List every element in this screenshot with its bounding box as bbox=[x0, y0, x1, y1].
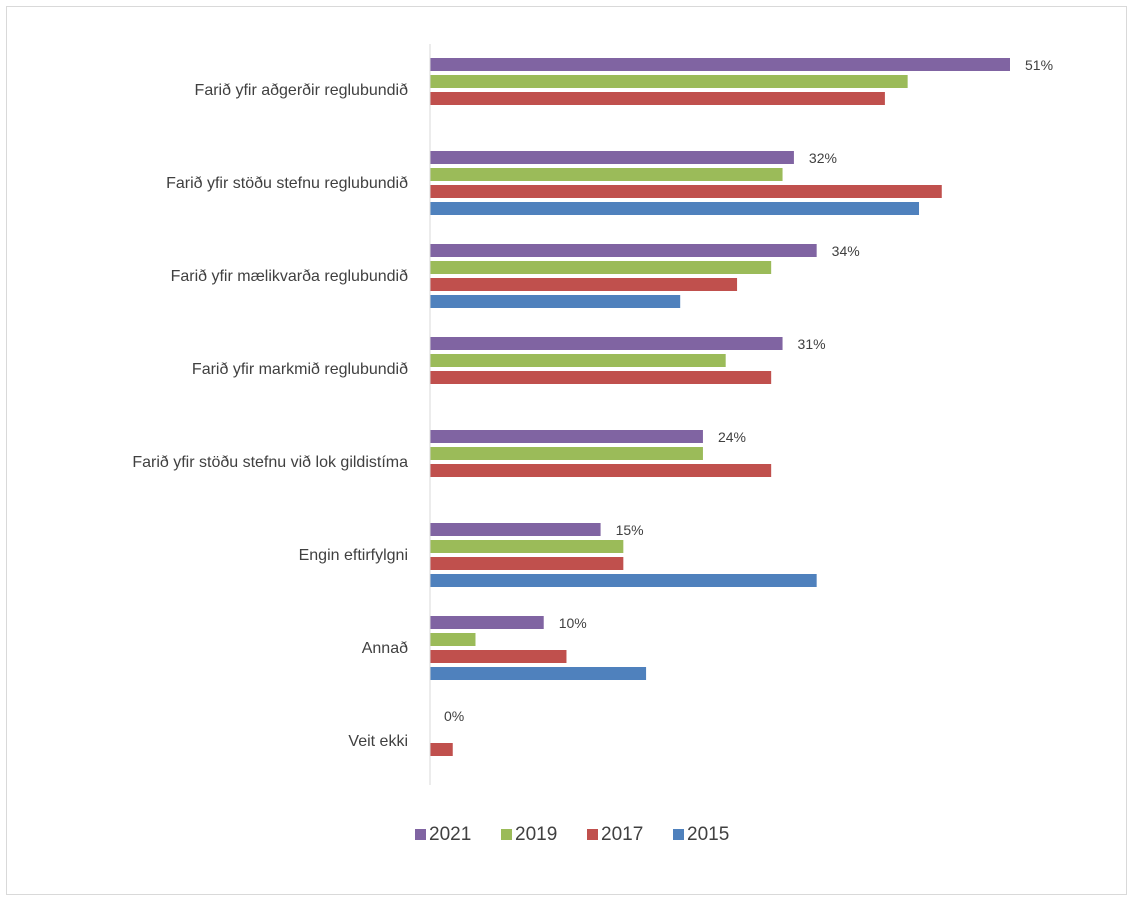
category-label-farid-yfir-stodu-stefnu-vid-lok-gildistima: Farið yfir stöðu stefnu við lok gildistí… bbox=[132, 454, 408, 471]
bar-2021-farid-yfir-adgerdir-reglubundid bbox=[430, 58, 1010, 71]
bar-2017-engin-eftirfylgni bbox=[430, 557, 624, 570]
bar-2021-farid-yfir-stodu-stefnu-vid-lok-gildistima bbox=[430, 430, 703, 443]
legend-swatch-2015 bbox=[673, 829, 684, 840]
bar-2019-engin-eftirfylgni bbox=[430, 540, 624, 553]
bar-2019-farid-yfir-markmid-reglubundid bbox=[430, 354, 726, 367]
bar-2017-farid-yfir-adgerdir-reglubundid bbox=[430, 92, 885, 105]
bar-2017-farid-yfir-stodu-stefnu-reglubundid bbox=[430, 185, 942, 198]
bar-2015-farid-yfir-maelikvarda-reglubundid bbox=[430, 295, 681, 308]
bar-2021-annad bbox=[430, 616, 544, 629]
bar-2019-farid-yfir-adgerdir-reglubundid bbox=[430, 75, 908, 88]
data-label-2021-veit-ekki: 0% bbox=[444, 708, 464, 724]
bar-2019-farid-yfir-stodu-stefnu-reglubundid bbox=[430, 168, 783, 181]
legend-label-2017: 2017 bbox=[601, 824, 643, 845]
legend-swatch-2017 bbox=[587, 829, 598, 840]
bar-2015-farid-yfir-stodu-stefnu-reglubundid bbox=[430, 202, 920, 215]
category-label-veit-ekki: Veit ekki bbox=[348, 733, 408, 750]
legend: 2021 2019 2017 2015 bbox=[415, 824, 729, 845]
data-label-2021-farid-yfir-markmid-reglubundid: 31% bbox=[798, 336, 826, 352]
legend-label-2015: 2015 bbox=[687, 824, 729, 845]
bar-2021-engin-eftirfylgni bbox=[430, 523, 601, 536]
bar-2015-annad bbox=[430, 667, 647, 680]
bar-2021-farid-yfir-maelikvarda-reglubundid bbox=[430, 244, 817, 257]
legend-label-2021: 2021 bbox=[429, 824, 471, 845]
bar-2015-engin-eftirfylgni bbox=[430, 574, 817, 587]
category-label-farid-yfir-markmid-reglubundid: Farið yfir markmið reglubundið bbox=[192, 361, 408, 378]
legend-swatch-2021 bbox=[415, 829, 426, 840]
data-label-2021-annad: 10% bbox=[559, 615, 587, 631]
bar-2021-farid-yfir-stodu-stefnu-reglubundid bbox=[430, 151, 794, 164]
bar-2019-farid-yfir-maelikvarda-reglubundid bbox=[430, 261, 772, 274]
data-label-2021-farid-yfir-adgerdir-reglubundid: 51% bbox=[1025, 57, 1053, 73]
bar-2017-farid-yfir-maelikvarda-reglubundid bbox=[430, 278, 738, 291]
bar-2017-farid-yfir-stodu-stefnu-vid-lok-gildistima bbox=[430, 464, 772, 477]
category-label-farid-yfir-maelikvarda-reglubundid: Farið yfir mælikvarða reglubundið bbox=[171, 268, 409, 285]
category-label-farid-yfir-stodu-stefnu-reglubundid: Farið yfir stöðu stefnu reglubundið bbox=[166, 175, 408, 192]
data-label-2021-engin-eftirfylgni: 15% bbox=[616, 522, 644, 538]
bar-2017-veit-ekki bbox=[430, 743, 453, 756]
data-label-2021-farid-yfir-maelikvarda-reglubundid: 34% bbox=[832, 243, 860, 259]
category-label-farid-yfir-adgerdir-reglubundid: Farið yfir aðgerðir reglubundið bbox=[195, 82, 409, 99]
bar-2019-annad bbox=[430, 633, 476, 646]
bars-layer bbox=[430, 58, 1010, 756]
legend-swatch-2019 bbox=[501, 829, 512, 840]
legend-label-2019: 2019 bbox=[515, 824, 557, 845]
category-label-engin-eftirfylgni: Engin eftirfylgni bbox=[299, 547, 408, 564]
category-label-annad: Annað bbox=[362, 640, 408, 657]
bar-2019-farid-yfir-stodu-stefnu-vid-lok-gildistima bbox=[430, 447, 703, 460]
data-label-2021-farid-yfir-stodu-stefnu-reglubundid: 32% bbox=[809, 150, 837, 166]
labels-layer: Farið yfir aðgerðir reglubundið 51% Farið … bbox=[132, 57, 1053, 750]
bar-2017-annad bbox=[430, 650, 567, 663]
bar-2021-farid-yfir-markmid-reglubundid bbox=[430, 337, 783, 350]
bar-2017-farid-yfir-markmid-reglubundid bbox=[430, 371, 772, 384]
data-label-2021-farid-yfir-stodu-stefnu-vid-lok-gildistima: 24% bbox=[718, 429, 746, 445]
